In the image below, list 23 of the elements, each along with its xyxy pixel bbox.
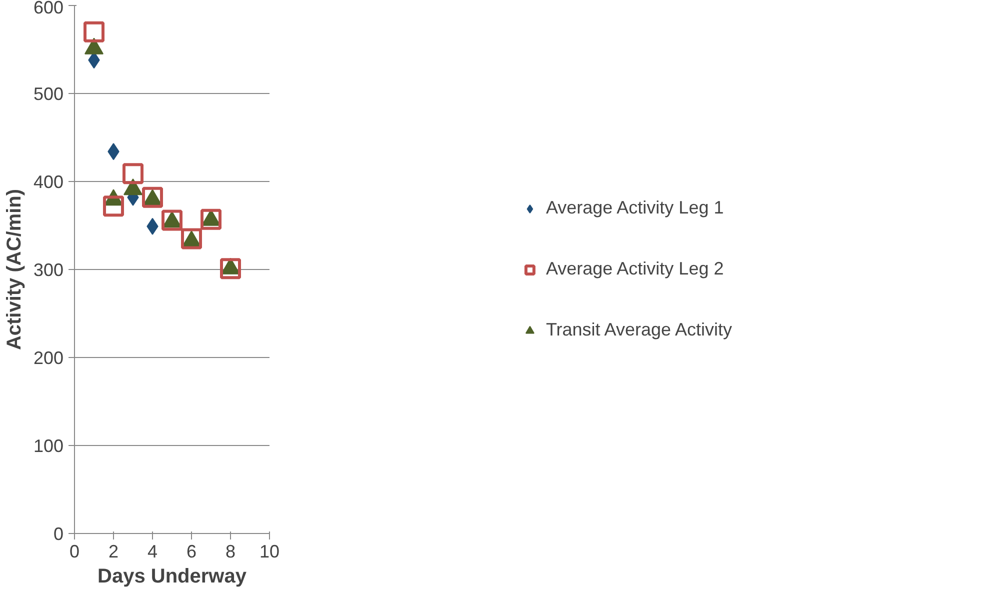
x-tick-label: 6 xyxy=(186,542,197,562)
legend-label: Average Activity Leg 2 xyxy=(546,258,724,280)
x-axis-title: Days Underway xyxy=(98,566,248,588)
y-tick-label: 200 xyxy=(33,348,64,368)
x-tick-label: 10 xyxy=(259,542,280,562)
x-tick-label: 4 xyxy=(147,542,158,562)
legend-label: Average Activity Leg 1 xyxy=(546,198,724,218)
x-tick-label: 2 xyxy=(108,542,119,562)
point xyxy=(84,21,104,42)
point xyxy=(200,208,222,230)
x-tick-label: 0 xyxy=(69,542,80,562)
y-tick-label: 100 xyxy=(33,436,64,456)
point xyxy=(122,163,144,184)
x-tick-label: 8 xyxy=(225,542,236,562)
y-tick-label: 500 xyxy=(33,84,64,104)
point xyxy=(103,196,124,217)
point xyxy=(220,258,241,280)
y-tick-label: 400 xyxy=(33,172,64,192)
y-tick-label: 600 xyxy=(33,0,64,18)
y-tick-label: 0 xyxy=(53,524,64,544)
y-tick-label: 300 xyxy=(33,260,64,280)
y-axis-title: Activity (AC/min) xyxy=(3,188,26,350)
legend-label: Transit Average Activity xyxy=(546,320,732,340)
